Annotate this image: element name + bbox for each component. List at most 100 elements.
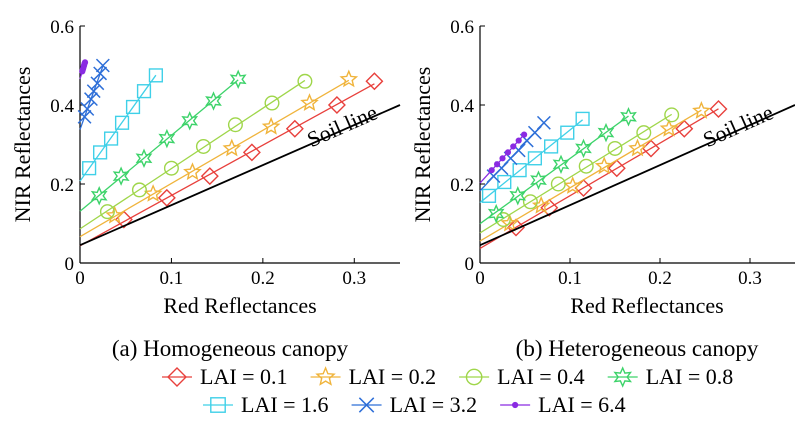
series-line [79,83,375,247]
data-point [620,107,637,127]
data-point [575,111,590,126]
data-point [285,119,304,138]
x-tick-label: 0.2 [251,268,275,289]
legend-item: LAI = 0.2 [310,364,436,389]
data-point [512,163,527,178]
legend-label: LAI = 0.4 [497,364,585,389]
series-markers [495,107,680,228]
data-point [607,140,623,156]
legend: LAI = 0.1 LAI = 0.2 LAI = 0.4 LAI = 0.8 LAI … [162,364,733,417]
series-line [79,79,306,230]
data-point [536,115,551,130]
series-line [479,113,673,234]
legend-label: LAI = 0.8 [646,364,734,389]
legend-item: LAI = 0.8 [607,364,734,389]
data-point [157,188,176,207]
data-point [504,149,511,156]
data-point [552,154,570,175]
data-point [709,99,728,118]
data-point [205,91,222,111]
legend-marker-icon [315,366,336,386]
series-line [79,74,157,182]
data-point [77,109,92,124]
data-point [507,218,525,237]
data-point [522,194,538,210]
panel-heterogeneous: 0 0.1 0.2 0.3 0 0.2 0.4 0.6 Red Reflectances NIR … [410,17,795,361]
data-point [264,95,280,111]
soil-line [79,104,401,247]
panel-caption: (b) Heterogeneous canopy [516,336,759,361]
data-point [628,138,647,157]
legend-item: LAI = 0.1 [162,364,288,389]
data-point [131,182,147,198]
data-point [105,205,125,224]
data-point [636,125,652,141]
y-tick-label: 0.6 [50,17,74,38]
data-point [327,96,346,114]
y-tick-label: 0 [65,254,75,275]
data-point [84,92,98,107]
legend-label: LAI = 0.1 [200,364,288,389]
data-point [82,161,97,176]
x-axis-label: Red Reflectances [570,293,723,318]
legend-item: LAI = 0.4 [459,364,585,389]
data-point [136,84,152,99]
data-point [675,119,694,138]
series-line [479,115,629,225]
data-point [95,58,110,73]
data-point [515,137,522,144]
data-point [183,162,202,181]
data-point [112,166,130,186]
data-point [544,139,559,154]
y-axis-label: NIR Reflectances [10,67,35,223]
data-point [339,69,359,88]
data-point [664,107,680,123]
x-tick-label: 0.3 [342,268,366,289]
data-point [365,72,384,91]
legend-label: LAI = 3.2 [390,392,478,417]
x-axis-label: Red Reflectances [163,293,316,318]
data-point [497,174,512,190]
data-point [481,188,497,203]
series-markers [99,73,313,220]
data-point [261,116,281,135]
data-point [163,160,179,176]
data-point [222,138,242,157]
series-markers [77,58,110,124]
series-markers [114,72,384,229]
data-point [488,167,495,174]
data-point [578,158,594,174]
series-markers [79,59,89,75]
legend-marker-icon [358,397,375,413]
series-markers [487,107,637,224]
x-tick-label: 0 [75,268,85,289]
data-point [229,69,247,90]
series-line [79,79,239,212]
data-point [80,102,95,116]
data-point [499,155,506,162]
data-point [560,125,575,140]
series-line [479,119,584,204]
data-point [550,176,566,192]
data-point [242,143,261,162]
x-tick-label: 0.1 [558,268,582,289]
data-point [81,59,89,66]
data-point [297,73,313,89]
data-point [99,204,115,220]
series-line [79,79,350,238]
series-markers [105,69,359,224]
data-point [500,213,520,232]
data-point [659,118,679,137]
legend-marker-icon [512,401,519,409]
y-tick-label: 0.2 [50,175,74,196]
data-point [527,151,543,166]
data-point [93,145,108,160]
series-markers [481,111,590,203]
data-point [93,66,108,81]
data-point [509,186,527,206]
data-point [563,176,583,194]
data-point [114,115,130,130]
series-markers [82,68,163,176]
soil-line [479,104,795,247]
legend-marker-icon [167,367,187,387]
